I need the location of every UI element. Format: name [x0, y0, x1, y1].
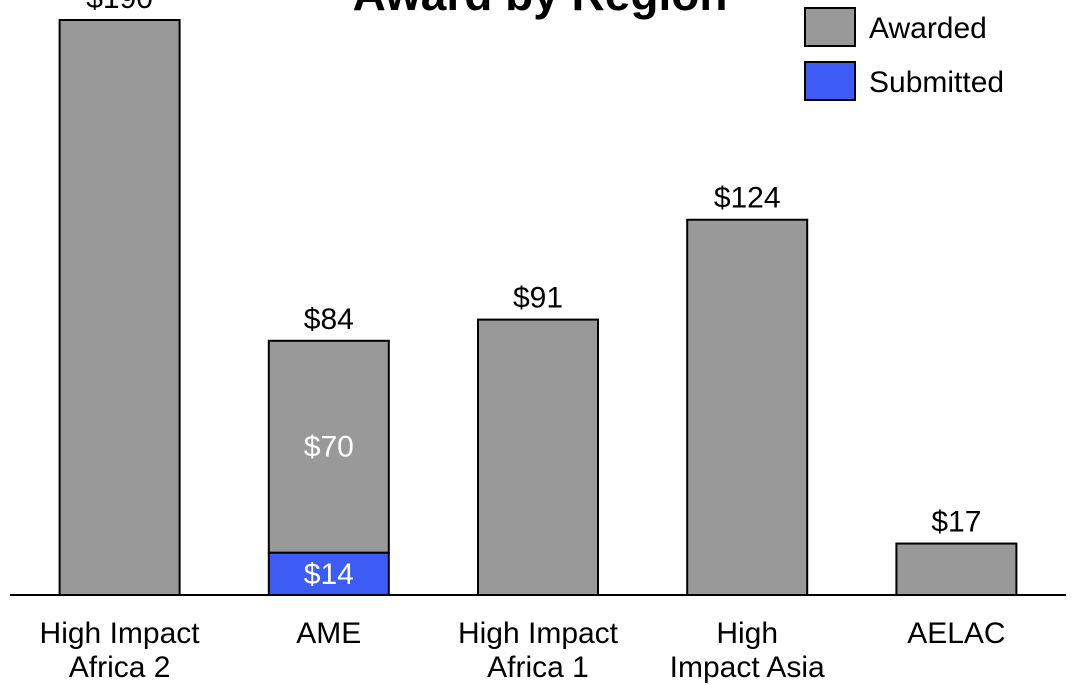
legend-swatch-awarded [804, 7, 856, 47]
category-label-high-impact-africa-2: High Impact Africa 2 [40, 617, 201, 684]
legend-swatch-submitted [804, 61, 856, 101]
bars-group [58, 19, 1018, 597]
legend: Awarded Submitted [804, 7, 1004, 101]
bar-awarded-high-impact-africa-2 [58, 19, 181, 596]
bar-awarded-ame [267, 339, 390, 554]
bar-awarded-high-impact-africa-1 [477, 318, 599, 596]
bar-submitted-ame [267, 551, 390, 597]
category-label-high-impact-africa-1: High Impact Africa 1 [458, 617, 619, 684]
bar-awarded-high-impact-asia [686, 218, 809, 596]
total-label-ame: $84 [304, 303, 354, 336]
total-label-aelac: $17 [931, 506, 981, 539]
segment-label-awarded-ame: $70 [304, 431, 354, 464]
category-label-aelac: AELAC [907, 617, 1005, 650]
category-label-high-impact-asia: High Impact Asia [670, 617, 825, 684]
total-label-high-impact-africa-1: $91 [513, 282, 563, 315]
bar-awarded-aelac [895, 542, 1018, 596]
chart-title: Award by Region [353, 0, 728, 20]
total-label-high-impact-africa-2: $190 [86, 0, 153, 15]
total-label-high-impact-asia: $124 [714, 182, 781, 215]
category-label-ame: AME [296, 617, 361, 650]
segment-label-submitted-ame: $14 [304, 558, 354, 591]
legend-label-submitted: Submitted [869, 66, 1004, 99]
legend-label-awarded: Awarded [869, 12, 987, 45]
